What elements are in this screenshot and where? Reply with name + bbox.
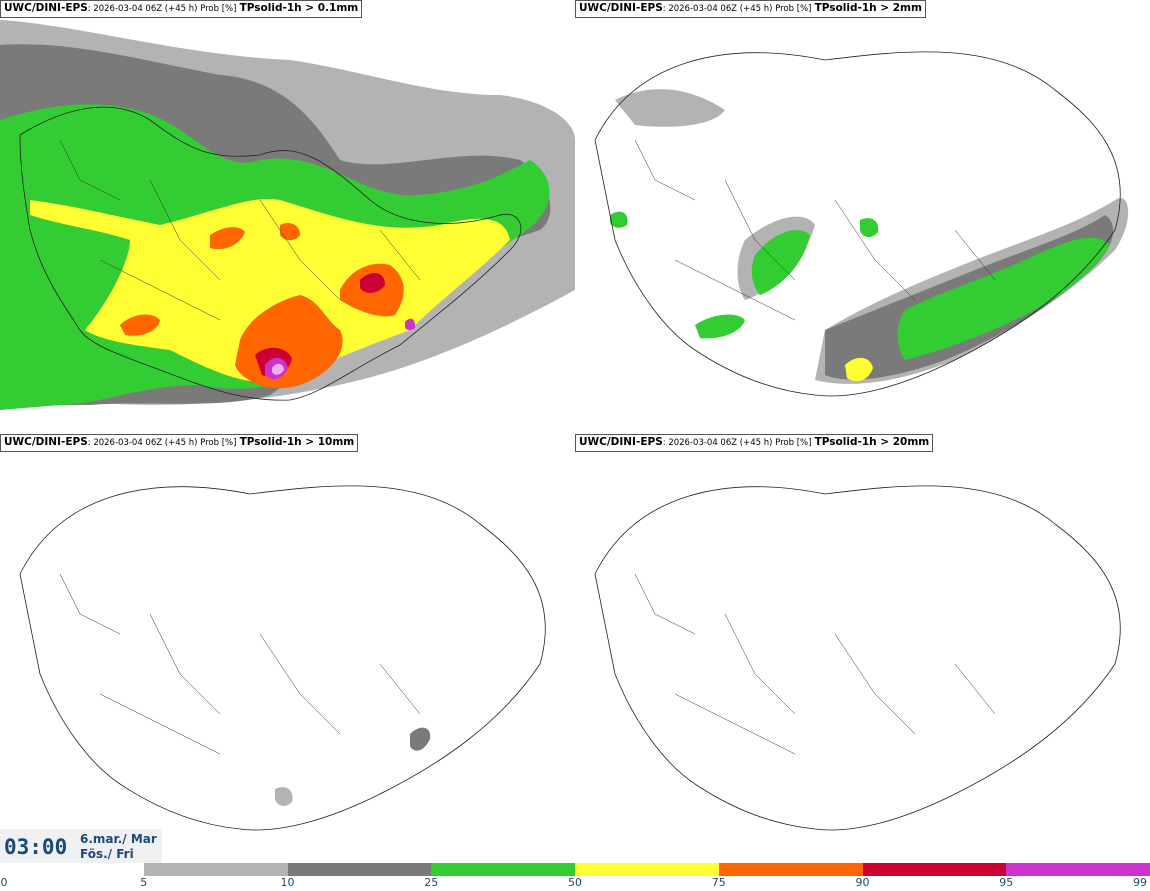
- colorbar-segment: [287, 863, 432, 876]
- date-line-1: 6.mar./ Mar: [80, 832, 157, 846]
- map-panel-20mm: UWC/DINI-EPS: 2026-03-04 06Z (+45 h) Pro…: [575, 434, 1150, 867]
- colorbar-tick-label: 5: [140, 876, 148, 889]
- run-info: : 2026-03-04 06Z (+45 h) Prob [%]: [662, 438, 812, 448]
- model-name: UWC/DINI-EPS: [579, 2, 663, 14]
- colorbar-segment: [575, 863, 719, 876]
- probability-map: [19, 485, 546, 831]
- colorbar-segment: [143, 863, 288, 876]
- panel-title: UWC/DINI-EPS: 2026-03-04 06Z (+45 h) Pro…: [0, 434, 359, 452]
- map-panel-2mm: UWC/DINI-EPS: 2026-03-04 06Z (+45 h) Pro…: [575, 0, 1150, 433]
- colorbar-tick-label: 99: [1133, 876, 1147, 889]
- probability-colorbar: 0 5 10 25 50 75 90 95 99: [0, 862, 1150, 891]
- model-name: UWC/DINI-EPS: [4, 2, 88, 14]
- parameter-label: TPsolid-1h > 0.1mm: [239, 2, 359, 14]
- colorbar-segment: [0, 863, 144, 876]
- probability-map: [594, 485, 1121, 831]
- valid-date: 6.mar./ Mar Fös./ Fri: [80, 832, 157, 862]
- colorbar-segment: [718, 863, 863, 876]
- parameter-label: TPsolid-1h > 20mm: [814, 436, 930, 448]
- colorbar-tick-label: 0: [0, 876, 8, 889]
- colorbar-tick-label: 75: [711, 876, 726, 889]
- colorbar-segment: [862, 863, 1007, 876]
- colorbar-tick-label: 10: [280, 876, 295, 889]
- colorbar-tick-label: 50: [568, 876, 582, 889]
- model-name: UWC/DINI-EPS: [579, 436, 663, 448]
- panel-title: UWC/DINI-EPS: 2026-03-04 06Z (+45 h) Pro…: [575, 434, 934, 452]
- parameter-label: TPsolid-1h > 10mm: [239, 436, 355, 448]
- model-name: UWC/DINI-EPS: [4, 436, 88, 448]
- run-info: : 2026-03-04 06Z (+45 h) Prob [%]: [662, 4, 812, 14]
- colorbar-segment: [1006, 863, 1150, 876]
- colorbar-tick-label: 90: [855, 876, 870, 889]
- colorbar-segment: [431, 863, 575, 876]
- valid-time-box: 03:00 6.mar./ Mar Fös./ Fri: [0, 829, 162, 865]
- date-line-2: Fös./ Fri: [80, 847, 134, 861]
- run-info: : 2026-03-04 06Z (+45 h) Prob [%]: [87, 4, 237, 14]
- colorbar-tick-label: 25: [424, 876, 439, 889]
- map-panel-10mm: UWC/DINI-EPS: 2026-03-04 06Z (+45 h) Pro…: [0, 434, 575, 867]
- valid-time: 03:00: [4, 835, 68, 859]
- panel-title: UWC/DINI-EPS: 2026-03-04 06Z (+45 h) Pro…: [0, 0, 363, 18]
- run-info: : 2026-03-04 06Z (+45 h) Prob [%]: [87, 438, 237, 448]
- colorbar-tick-label: 95: [999, 876, 1014, 889]
- map-panel-0p1mm: UWC/DINI-EPS: 2026-03-04 06Z (+45 h) Pro…: [0, 0, 575, 433]
- probability-map: [594, 51, 1129, 397]
- panel-title: UWC/DINI-EPS: 2026-03-04 06Z (+45 h) Pro…: [575, 0, 926, 18]
- parameter-label: TPsolid-1h > 2mm: [814, 2, 922, 14]
- probability-map: [0, 20, 575, 410]
